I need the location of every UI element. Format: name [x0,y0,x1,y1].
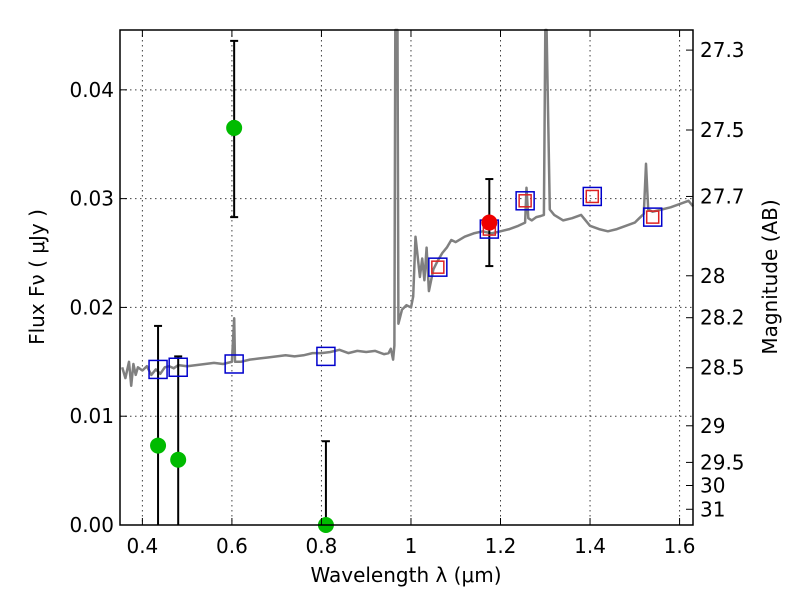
x-tick-label: 1.2 [485,534,517,558]
y-tick-label: 0.02 [69,295,114,319]
model-box-inner [645,210,660,224]
observed-point-highlight [481,214,498,231]
mag-tick-label: 28.2 [700,306,745,330]
model-box-inner [431,260,445,274]
mag-tick-label: 27.3 [700,38,745,62]
plot-frame [119,29,694,526]
y-tick-label: 0.01 [69,404,114,428]
model-photometry-layer [148,186,663,380]
model-photometry-box [168,357,188,378]
model-photometry-box [582,186,603,207]
x-tick-label: 1.4 [574,534,606,558]
spectrum-line [121,28,694,387]
x-tick-label: 0.8 [306,534,338,558]
observed-point [150,437,167,454]
model-box-inner [585,189,600,204]
model-box-inner [518,194,532,208]
x-axis-label: Wavelength λ (μm) [310,563,501,587]
x-tick-label: 0.4 [126,534,158,558]
plot-background [120,30,693,525]
mag-tick-label: 27.5 [700,118,745,142]
model-photometry-box [515,191,535,211]
mag-tick-label: 28.5 [700,356,745,380]
model-photometry-box [642,207,663,227]
y-tick-label: 0.03 [69,187,114,211]
tick-layer: 0.4 0.6 0.8 1 1.2 1.4 1.6 0.00 0.01 0.02 0.03 0.04 2… [69,30,745,558]
y-axis-right-label: Magnitude (AB) [758,199,782,354]
y-axis-label: Flux Fν ( μJy ) [25,209,49,345]
model-photometry-box [148,359,168,380]
mag-tick-label: 31 [700,497,725,521]
observed-point [170,451,187,468]
mag-tick-label: 27.7 [700,184,745,208]
observed-point [226,119,243,136]
mag-tick-label: 30 [700,474,725,498]
mag-tick-label: 28 [700,264,725,288]
model-photometry-box [428,257,448,277]
model-photometry-box [224,354,244,374]
y-tick-label: 0.04 [69,78,114,102]
spectrum-layer [121,28,694,387]
mag-tick-label: 29.5 [700,450,745,474]
model-photometry-box [316,346,336,367]
mag-tick-label: 29 [700,414,725,438]
x-tick-label: 1 [405,534,418,558]
x-tick-label: 0.6 [216,534,248,558]
y-tick-label: 0.00 [69,513,114,537]
x-tick-label: 1.6 [664,534,696,558]
